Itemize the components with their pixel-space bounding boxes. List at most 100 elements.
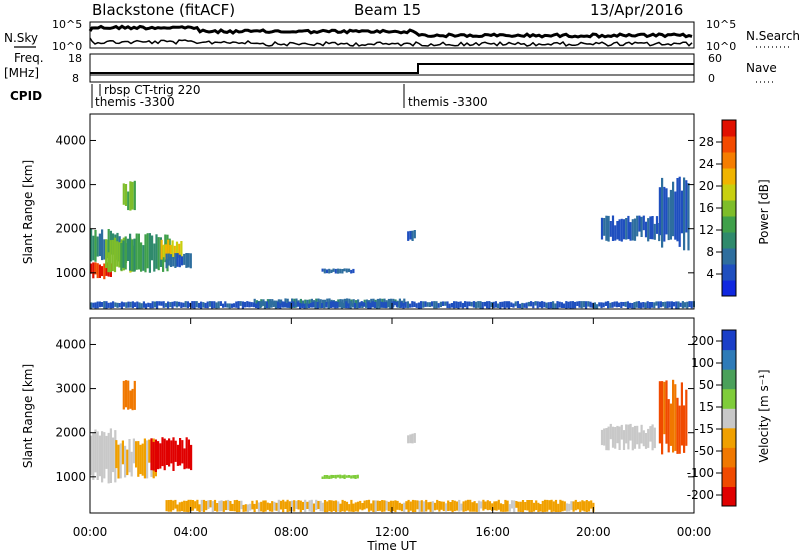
data-cell — [105, 239, 108, 269]
data-cell — [354, 502, 357, 512]
data-cell — [547, 302, 550, 309]
data-region — [90, 301, 695, 309]
data-cell — [328, 475, 331, 479]
data-region — [407, 433, 416, 444]
data-cell — [427, 502, 430, 510]
data-cell — [182, 302, 185, 308]
x-tick-label: 16:00 — [475, 525, 510, 539]
data-cell — [644, 221, 648, 238]
data-cell — [301, 303, 304, 308]
data-cell — [636, 215, 639, 237]
data-cell — [248, 301, 251, 308]
data-cell — [669, 403, 672, 446]
data-cell — [690, 301, 693, 309]
data-cell — [618, 302, 621, 307]
data-cell — [587, 301, 590, 307]
data-cell — [286, 499, 289, 513]
data-cell — [105, 262, 108, 276]
data-cell — [458, 499, 461, 512]
data-cell — [94, 302, 97, 309]
data-cell — [107, 252, 110, 273]
data-cell — [292, 301, 295, 307]
data-cell — [149, 303, 152, 309]
data-cell — [685, 389, 688, 446]
data-cell — [411, 230, 414, 241]
data-cell — [244, 301, 247, 308]
data-cell — [565, 301, 568, 309]
data-cell — [680, 382, 683, 446]
data-cell — [296, 301, 299, 307]
data-cell — [341, 269, 344, 274]
data-cell — [312, 302, 315, 308]
data-cell — [631, 303, 634, 309]
data-cell — [154, 439, 157, 472]
data-cell — [362, 302, 365, 307]
data-cell — [486, 301, 489, 309]
data-cell — [466, 499, 470, 511]
data-cell — [625, 424, 628, 444]
colorbar-segment — [722, 466, 736, 487]
data-cell — [143, 438, 146, 479]
data-cell — [323, 500, 327, 513]
data-region — [160, 239, 183, 260]
data-cell — [367, 499, 371, 512]
data-region — [165, 499, 595, 513]
data-cell — [308, 299, 311, 308]
colorbar-segment — [722, 388, 736, 409]
nave-tick-low: 0 — [708, 72, 715, 85]
data-cell — [134, 302, 137, 307]
data-cell — [556, 301, 559, 309]
data-cell — [337, 501, 340, 512]
data-cell — [638, 432, 641, 449]
data-cell — [109, 428, 112, 483]
data-cell — [642, 215, 645, 231]
data-cell — [565, 503, 569, 512]
data-cell — [228, 303, 231, 309]
data-cell — [224, 301, 227, 308]
data-cell — [260, 501, 263, 512]
data-cell — [187, 253, 190, 268]
data-cell — [252, 302, 255, 308]
data-cell — [294, 302, 297, 308]
data-cell — [98, 264, 101, 278]
data-cell — [167, 500, 170, 512]
data-cell — [124, 445, 127, 478]
data-cell — [111, 239, 114, 272]
data-cell — [493, 501, 496, 511]
data-cell — [156, 301, 159, 309]
data-cell — [524, 502, 527, 511]
data-cell — [167, 239, 170, 259]
data-cell — [272, 301, 275, 307]
data-cell — [609, 302, 612, 308]
data-cell — [629, 423, 632, 441]
data-cell — [426, 302, 429, 307]
colorbar-segment — [722, 280, 736, 297]
data-cell — [316, 302, 319, 309]
data-cell — [109, 240, 112, 273]
data-cell — [242, 504, 245, 512]
data-cell — [343, 302, 346, 308]
data-cell — [616, 425, 619, 444]
data-cell — [338, 301, 341, 308]
data-cell — [120, 301, 123, 309]
data-cell — [164, 303, 167, 308]
data-cell — [653, 223, 656, 240]
data-cell — [180, 256, 184, 266]
data-cell — [600, 302, 603, 309]
data-cell — [403, 298, 406, 306]
data-region — [165, 253, 192, 269]
data-cell — [257, 301, 260, 309]
y-tick-label: 4000 — [55, 337, 86, 351]
data-cell — [602, 302, 605, 308]
data-cell — [466, 301, 469, 309]
data-cell — [405, 501, 408, 510]
data-cell — [392, 500, 395, 512]
data-cell — [328, 268, 331, 274]
data-cell — [339, 503, 342, 512]
data-cell — [534, 301, 537, 306]
data-cell — [653, 302, 656, 309]
data-cell — [579, 501, 582, 512]
data-cell — [422, 301, 425, 308]
nsearch-label: N.Search — [746, 29, 800, 43]
data-cell — [402, 303, 405, 309]
